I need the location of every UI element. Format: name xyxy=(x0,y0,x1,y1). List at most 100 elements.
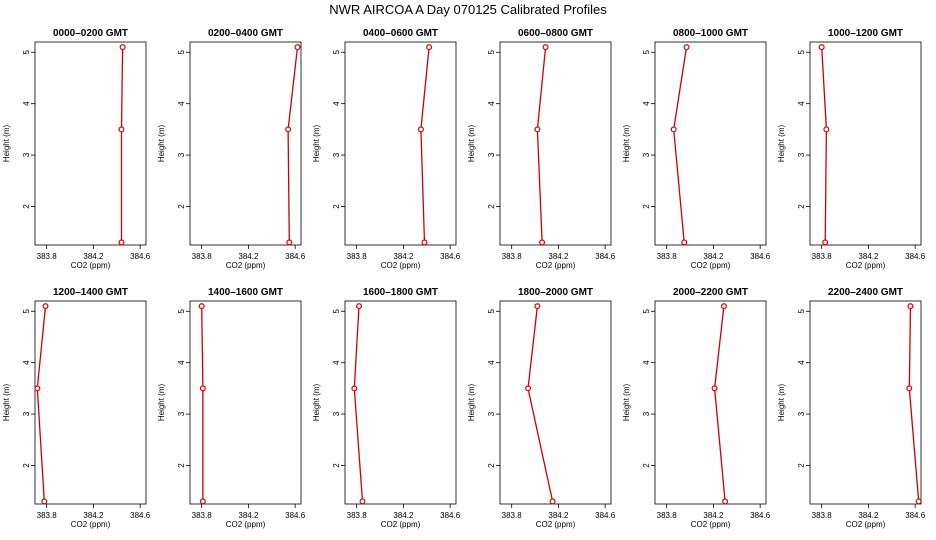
panel-5-title: 0800–1000 GMT xyxy=(673,28,748,39)
panel-12-ytick-label: 2 xyxy=(797,463,806,468)
panel-2-ytick-label: 2 xyxy=(177,204,186,209)
panel-12-ytick-label: 3 xyxy=(797,411,806,416)
panel-3-title: 0400–0600 GMT xyxy=(363,28,438,39)
panel-6-ytick-label: 4 xyxy=(797,101,806,106)
panel-10-point xyxy=(534,303,541,310)
panel-12-xlabel: CO2 (ppm) xyxy=(846,520,886,529)
panel-7-ytick-label: 2 xyxy=(22,463,31,468)
page-title: NWR AIRCOA A Day 070125 Calibrated Profi… xyxy=(329,2,607,17)
panel-2-frame xyxy=(189,41,302,246)
panel-5-series-line xyxy=(673,47,688,243)
panel-2-point xyxy=(294,44,301,51)
panel-3-xtick-label: 384.6 xyxy=(440,252,461,261)
panel-10-title: 1800–2000 GMT xyxy=(518,287,593,298)
panel-8-ytick-label: 3 xyxy=(177,411,186,416)
panel-10-point xyxy=(525,385,532,392)
panel-1-xtick-label: 384.6 xyxy=(130,252,151,261)
panel-4-xtick-label: 383.8 xyxy=(502,252,523,261)
panel-7-frame xyxy=(34,300,147,505)
panel-10-frame xyxy=(499,300,612,505)
panel-4-point xyxy=(534,126,541,133)
panel-9-xlabel: CO2 (ppm) xyxy=(381,520,421,529)
panel-9-ytick-label: 4 xyxy=(332,360,341,365)
panel-8-point xyxy=(198,303,205,310)
panel-4-ytick-label: 3 xyxy=(487,152,496,157)
panel-9-point xyxy=(356,303,363,310)
panel-3-point xyxy=(417,126,424,133)
panel-3-ytick-label: 4 xyxy=(332,101,341,106)
panel-1-xtick-label: 383.8 xyxy=(37,252,58,261)
panel-4-ytick-label: 5 xyxy=(487,50,496,55)
panel-9-xtick-label: 383.8 xyxy=(347,511,368,520)
panel-5-ylabel: Height (m) xyxy=(622,124,631,162)
panel-1-xlabel: CO2 (ppm) xyxy=(71,261,111,270)
panel-5-point xyxy=(683,44,690,51)
panel-10-xtick-label: 384.2 xyxy=(548,511,569,520)
panel-7-xtick-label: 383.8 xyxy=(37,511,58,520)
panel-11-ylabel: Height (m) xyxy=(622,383,631,421)
panel-3-ytick-label: 3 xyxy=(332,152,341,157)
panel-6-ylabel: Height (m) xyxy=(777,124,786,162)
panel-3-xtick-label: 384.2 xyxy=(393,252,414,261)
panel-8-series-line xyxy=(201,306,204,502)
panel-6-ytick-label: 2 xyxy=(797,204,806,209)
panel-7-xtick-label: 384.2 xyxy=(83,511,104,520)
panel-1-title: 0000–0200 GMT xyxy=(53,28,128,39)
panel-8-frame xyxy=(189,300,302,505)
panel-3-xtick-label: 383.8 xyxy=(347,252,368,261)
panel-5-ytick-label: 5 xyxy=(642,50,651,55)
panel-11-ytick-label: 5 xyxy=(642,309,651,314)
panel-2-point xyxy=(285,126,292,133)
panel-11-frame xyxy=(654,300,767,505)
panel-5-frame xyxy=(654,41,767,246)
panel-5-xtick-label: 384.2 xyxy=(703,252,724,261)
panel-2-ytick-label: 4 xyxy=(177,101,186,106)
panel-3-point xyxy=(421,239,428,246)
panel-8-ytick-label: 2 xyxy=(177,463,186,468)
panel-10-ylabel: Height (m) xyxy=(467,383,476,421)
panel-5-xtick-label: 383.8 xyxy=(657,252,678,261)
panel-11-xtick-label: 384.2 xyxy=(703,511,724,520)
panel-12-ytick-label: 5 xyxy=(797,309,806,314)
panel-10-xlabel: CO2 (ppm) xyxy=(536,520,576,529)
panel-9-frame xyxy=(344,300,457,505)
panel-12-frame xyxy=(809,300,922,505)
panel-11-xtick-label: 383.8 xyxy=(657,511,678,520)
panel-2-point xyxy=(286,239,293,246)
panel-5-xtick-label: 384.6 xyxy=(750,252,771,261)
panel-8-xtick-label: 384.2 xyxy=(238,511,259,520)
panel-10-ytick-label: 5 xyxy=(487,309,496,314)
panel-1-point xyxy=(118,126,125,133)
panel-7-ytick-label: 4 xyxy=(22,360,31,365)
panel-3-xlabel: CO2 (ppm) xyxy=(381,261,421,270)
panel-9-ylabel: Height (m) xyxy=(312,383,321,421)
panel-5-ytick-label: 3 xyxy=(642,152,651,157)
panel-10-xtick-label: 383.8 xyxy=(502,511,523,520)
panel-6-xtick-label: 384.6 xyxy=(905,252,926,261)
panel-6-ytick-label: 3 xyxy=(797,152,806,157)
panel-8-point xyxy=(199,498,206,505)
panel-11-ytick-label: 2 xyxy=(642,463,651,468)
panel-6-point xyxy=(822,239,829,246)
panel-9-ytick-label: 2 xyxy=(332,463,341,468)
panel-2-ylabel: Height (m) xyxy=(157,124,166,162)
panel-1-ytick-label: 3 xyxy=(22,152,31,157)
panel-2-xtick-label: 383.8 xyxy=(192,252,213,261)
panel-9-title: 1600–1800 GMT xyxy=(363,287,438,298)
panel-9-ytick-label: 5 xyxy=(332,309,341,314)
panel-4-frame xyxy=(499,41,612,246)
panel-11-xtick-label: 384.6 xyxy=(750,511,771,520)
panel-11-ytick-label: 3 xyxy=(642,411,651,416)
panel-6-series-line xyxy=(821,47,828,243)
panel-12-point xyxy=(915,498,922,505)
panel-10-ytick-label: 2 xyxy=(487,463,496,468)
panel-12-ylabel: Height (m) xyxy=(777,383,786,421)
panel-11-xlabel: CO2 (ppm) xyxy=(691,520,731,529)
panel-1-ytick-label: 5 xyxy=(22,50,31,55)
panel-7-ytick-label: 5 xyxy=(22,309,31,314)
panel-12-point xyxy=(907,303,914,310)
panel-7-point xyxy=(41,498,48,505)
panel-7-series-line xyxy=(36,306,47,502)
panel-9-ytick-label: 3 xyxy=(332,411,341,416)
panel-12-title: 2200–2400 GMT xyxy=(828,287,903,298)
